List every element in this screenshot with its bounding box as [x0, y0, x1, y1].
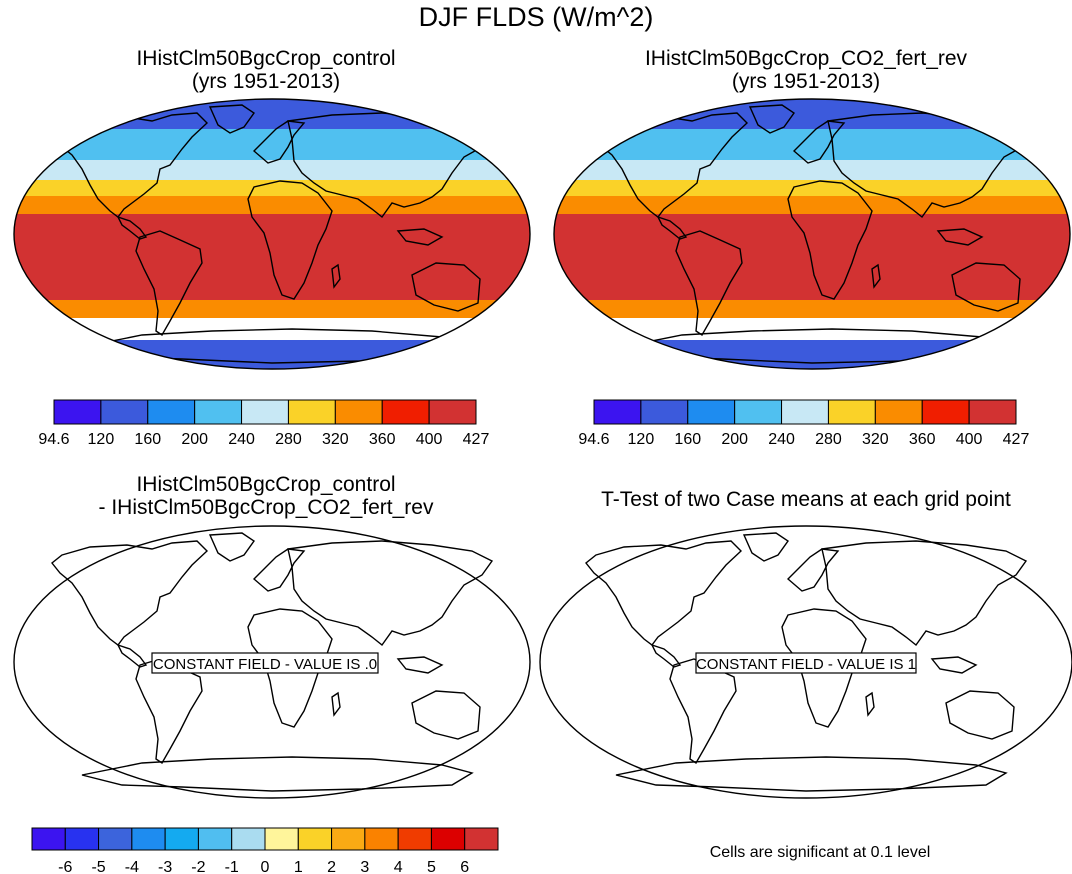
panel-1-title-line1: IHistClm50BgcCrop_control [136, 47, 396, 70]
colorbar-difference-label: -1 [225, 859, 239, 874]
significance-note: Cells are significant at 0.1 level [709, 844, 931, 861]
colorbar-difference-label: 5 [427, 859, 436, 874]
colorbar-panel-2-label: 200 [721, 431, 748, 448]
panel-3-field-label-box [151, 652, 379, 674]
panel-4-title: T-Test of two Case means at each grid po… [556, 488, 1056, 511]
colorbar-difference-swatch [331, 827, 366, 851]
colorbar-panel-2-label: 120 [628, 431, 655, 448]
colorbar-panel-1-label: 240 [228, 431, 255, 448]
panel-4-title-line1: T-Test of two Case means at each grid po… [601, 488, 1011, 511]
colorbar-panel-2-label: 94.6 [578, 431, 609, 448]
colorbar-panel-1-swatch [428, 399, 477, 425]
colorbar-difference-label: 3 [360, 859, 369, 874]
colorbar-panel-2-label: 240 [768, 431, 795, 448]
colorbar-panel-1-swatch [100, 399, 149, 425]
colorbar-difference-label: -6 [58, 859, 72, 874]
colorbar-panel-1-swatch [381, 399, 430, 425]
colorbar-difference-swatch [164, 827, 199, 851]
colorbar-panel-2-swatch [734, 399, 783, 425]
colorbar-panel-1-label: 280 [275, 431, 302, 448]
colorbar-panel-1-swatch [53, 399, 102, 425]
colorbar-panel-2: 94.6 120 160 200 240 280 320 360 400 427 [578, 399, 1030, 448]
colorbar-difference-label: -5 [91, 859, 105, 874]
colorbar-panel-2-swatch [781, 399, 829, 425]
colorbar-panel-2-label: 360 [909, 431, 936, 448]
colorbar-difference-label: -4 [125, 859, 139, 874]
colorbar-difference-swatch [264, 827, 299, 851]
colorbar-panel-1-swatch [287, 399, 336, 425]
colorbar-difference-swatch [64, 827, 100, 851]
colorbar-panel-2-swatch [687, 399, 736, 425]
panel-3-title: IHistClm50BgcCrop_control - IHistClm50Bg… [66, 473, 466, 519]
colorbar-panel-2-label: 160 [674, 431, 701, 448]
colorbar-difference-swatch [31, 827, 66, 851]
colorbar-difference-label: 4 [394, 859, 403, 874]
colorbar-difference-label: 0 [261, 859, 270, 874]
colorbar-difference-label: 6 [460, 859, 469, 874]
panel-4-field-label: CONSTANT FIELD - VALUE IS 1 [696, 656, 916, 673]
colorbar-difference-swatch [364, 827, 399, 851]
colorbar-panel-1-label: 360 [369, 431, 396, 448]
colorbar-difference-swatch [231, 827, 266, 851]
colorbar-difference: -6 -5 -4 -3 -2 -1 0 1 2 3 4 5 6 [31, 827, 499, 874]
colorbar-panel-2-swatch [968, 399, 1017, 425]
colorbar-panel-1-label: 120 [88, 431, 115, 448]
colorbar-difference-label: 1 [294, 859, 303, 874]
colorbar-panel-2-swatch [874, 399, 923, 425]
panel-3-field-label: CONSTANT FIELD - VALUE IS .0 [153, 656, 377, 673]
panel-1-map [13, 98, 531, 370]
colorbar-difference-swatch [131, 827, 166, 851]
colorbar-panel-2-label: 280 [815, 431, 842, 448]
panel-1-map-border [13, 98, 531, 370]
panel-1-title-line2: (yrs 1951-2013) [191, 70, 341, 93]
colorbar-difference-swatch [297, 827, 333, 851]
colorbar-difference-swatch [464, 827, 499, 851]
colorbar-panel-2-label: 400 [956, 431, 983, 448]
colorbar-panel-2-swatch [921, 399, 970, 425]
colorbar-difference-swatch [197, 827, 233, 851]
colorbar-panel-2-label: 320 [862, 431, 889, 448]
colorbar-panel-1-label: 200 [181, 431, 208, 448]
panel-2-title: IHistClm50BgcCrop_CO2_fert_rev (yrs 1951… [606, 47, 1006, 93]
colorbar-difference-label: -3 [158, 859, 172, 874]
colorbar-panel-1-swatch [334, 399, 383, 425]
colorbar-panel-1-label: 160 [134, 431, 161, 448]
figure-title: DJF FLDS (W/m^2) [418, 2, 654, 32]
colorbar-panel-1-label: 400 [416, 431, 443, 448]
colorbar-panel-1: 94.6 120 160 200 240 280 320 360 400 427 [38, 399, 490, 448]
panel-2-map-border [553, 98, 1071, 370]
colorbar-panel-1-swatch [241, 399, 289, 425]
panel-2-map [553, 98, 1071, 370]
colorbar-panel-2-swatch [827, 399, 876, 425]
colorbar-difference-label: -2 [191, 859, 205, 874]
colorbar-difference-swatch [430, 827, 466, 851]
colorbar-panel-1-swatch [147, 399, 196, 425]
colorbar-panel-1-label: 320 [322, 431, 349, 448]
colorbar-panel-2-label: 427 [1003, 431, 1030, 448]
panel-3-title-line1: IHistClm50BgcCrop_control [136, 473, 396, 496]
panel-1-title: IHistClm50BgcCrop_control (yrs 1951-2013… [66, 47, 466, 93]
colorbar-difference-swatch [397, 827, 432, 851]
colorbar-panel-1-swatch [194, 399, 243, 425]
colorbar-panel-1-label: 94.6 [38, 431, 69, 448]
panel-2-title-line1: IHistClm50BgcCrop_CO2_fert_rev [644, 47, 968, 70]
colorbar-difference-label: 2 [327, 859, 336, 874]
panel-3-title-line2: - IHistClm50BgcCrop_CO2_fert_rev [98, 496, 434, 519]
colorbar-panel-2-swatch [593, 399, 642, 425]
panel-4-field-label-box [695, 652, 917, 674]
colorbar-difference-swatch [98, 827, 133, 851]
colorbar-panel-1-label: 427 [463, 431, 490, 448]
panel-2-title-line2: (yrs 1951-2013) [731, 70, 881, 93]
colorbar-panel-2-swatch [640, 399, 689, 425]
